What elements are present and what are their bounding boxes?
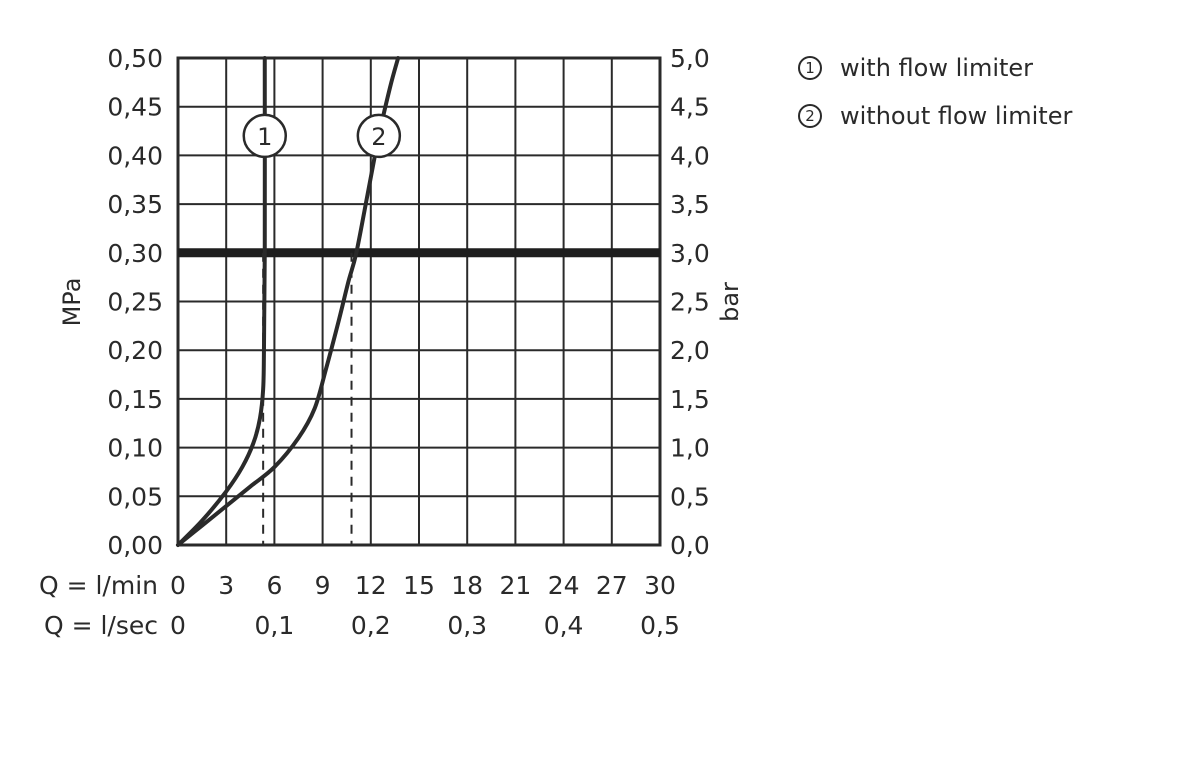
x-lmin-tick-8: 24 [548,571,580,600]
x-lmin-tick-6: 18 [451,571,483,600]
x-lsec-tick-5: 0,5 [640,611,680,640]
y-left-tick-1: 0,05 [107,482,163,511]
x-lmin-tick-7: 21 [499,571,531,600]
y-left-tick-6: 0,30 [107,239,163,268]
series-badge-2: 2 [356,113,402,159]
y-left-tick-0: 0,00 [107,531,163,560]
y-right-tick-0: 0,0 [670,531,710,560]
y-left-tick-3: 0,15 [107,385,163,414]
y-right-tick-4: 2,0 [670,336,710,365]
x-lmin-tick-3: 9 [315,571,331,600]
plot-frame [176,56,662,547]
x-lsec-tick-4: 0,4 [544,611,584,640]
x-lmin-tick-1: 3 [218,571,234,600]
legend: 1 with flow limiter 2 without flow limit… [798,54,1073,152]
x-lmin-tick-0: 0 [170,571,186,600]
x-lmin-tick-4: 12 [355,571,387,600]
tick-labels: 0,000,050,100,150,200,250,300,350,400,45… [107,44,709,640]
y-right-tick-3: 1,5 [670,385,710,414]
series-badge-1: 1 [242,113,288,159]
x-lmin-tick-10: 30 [644,571,676,600]
y-left-tick-9: 0,45 [107,93,163,122]
x-axis-lsec-label: Q = l/sec [44,611,158,640]
y-right-tick-5: 2,5 [670,288,710,317]
badge-label-2: 2 [371,123,386,151]
y-right-tick-8: 4,0 [670,141,710,170]
y-right-tick-9: 4,5 [670,93,710,122]
curve-series-1 [176,56,267,547]
badge-circle-2 [356,113,402,159]
x-lsec-tick-0: 0 [170,611,186,640]
x-lmin-tick-2: 6 [266,571,282,600]
legend-marker-1: 1 [798,56,822,80]
y-left-tick-4: 0,20 [107,336,163,365]
x-lsec-tick-2: 0,2 [351,611,391,640]
legend-item-2: 2 without flow limiter [798,102,1073,130]
y-right-tick-1: 0,5 [670,482,710,511]
legend-label-2: without flow limiter [840,102,1073,130]
x-lmin-tick-5: 15 [403,571,435,600]
x-lmin-tick-9: 27 [596,571,628,600]
y-right-tick-6: 3,0 [670,239,710,268]
y-left-tick-8: 0,40 [107,141,163,170]
y-right-tick-10: 5,0 [670,44,710,73]
y-left-tick-2: 0,10 [107,434,163,463]
y-left-tick-10: 0,50 [107,44,163,73]
y-axis-right-label: bar [716,282,744,322]
legend-label-1: with flow limiter [840,54,1034,82]
y-axis-left-label: MPa [58,278,86,327]
y-right-tick-7: 3,5 [670,190,710,219]
y-left-tick-5: 0,25 [107,288,163,317]
badge-circle-1 [242,113,288,159]
x-lsec-tick-3: 0,3 [447,611,487,640]
x-axis-lmin-label: Q = l/min [39,571,158,600]
y-left-tick-7: 0,35 [107,190,163,219]
y-right-tick-2: 1,0 [670,434,710,463]
legend-item-1: 1 with flow limiter [798,54,1072,82]
badge-label-1: 1 [257,123,272,151]
x-lsec-tick-1: 0,1 [255,611,295,640]
legend-marker-2: 2 [798,104,822,128]
